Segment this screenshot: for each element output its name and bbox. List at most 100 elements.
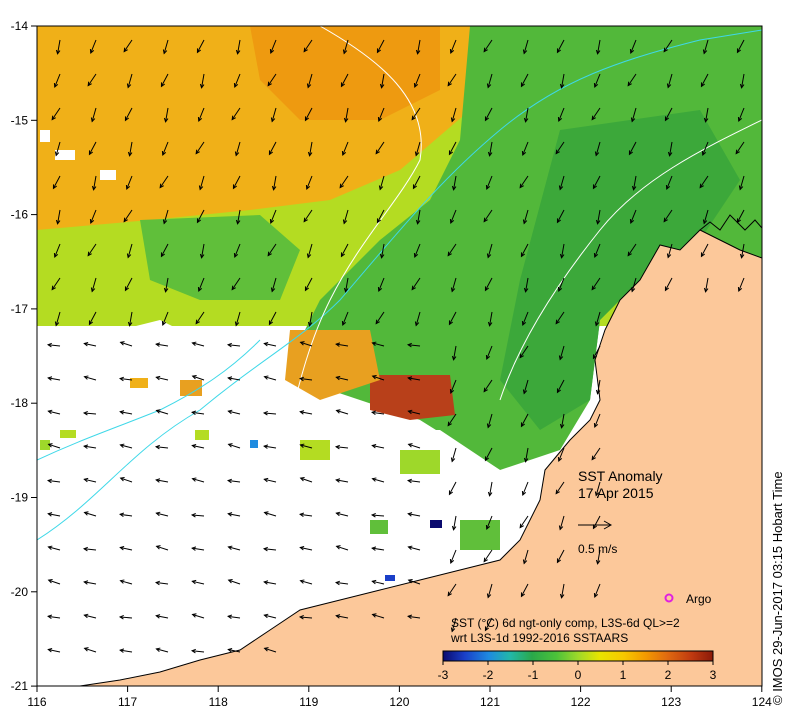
current-vector-head — [485, 354, 491, 361]
current-vector-head — [126, 253, 132, 259]
current-vector-head — [485, 184, 491, 191]
current-vector — [447, 583, 457, 596]
current-vector — [489, 141, 493, 156]
current-vector-head — [191, 410, 197, 416]
current-vector-head — [87, 81, 92, 87]
y-tick-label: -17 — [11, 302, 29, 316]
current-vector — [123, 209, 133, 222]
current-vector — [483, 209, 493, 222]
current-vector-head — [263, 511, 269, 516]
current-vector-head — [199, 83, 205, 89]
current-vector-head — [226, 342, 232, 348]
current-vector-head — [234, 151, 240, 157]
current-vector-head — [83, 580, 89, 585]
current-vector-head — [406, 342, 412, 348]
current-vector — [739, 175, 745, 190]
current-vector — [664, 277, 673, 291]
current-vector-head — [451, 525, 457, 531]
current-vector-head — [594, 151, 600, 157]
current-vector-head — [163, 117, 169, 123]
current-vector-head — [371, 341, 377, 346]
current-vector — [379, 175, 385, 190]
current-vector — [55, 311, 61, 326]
map-title-line1: SST Anomaly — [578, 468, 663, 484]
current-vector-head — [486, 83, 492, 89]
current-vector-head — [627, 251, 632, 257]
current-vector-head — [299, 477, 305, 482]
current-vector — [411, 277, 421, 290]
current-vector-head — [483, 217, 488, 223]
current-vector-head — [335, 375, 341, 381]
current-vector-head — [119, 579, 125, 584]
current-vector-head — [407, 409, 413, 415]
current-vector — [556, 39, 565, 53]
current-vector — [342, 311, 349, 326]
current-vector-head — [191, 341, 197, 346]
green-patch-west — [140, 215, 300, 300]
current-vector-head — [407, 545, 413, 550]
current-vector — [192, 650, 205, 653]
current-vector-head — [450, 117, 456, 123]
current-vector — [192, 514, 205, 517]
y-tick-label: -21 — [11, 679, 29, 693]
current-vector-head — [127, 321, 133, 327]
current-vector-head — [263, 647, 269, 652]
current-vector — [408, 377, 421, 381]
current-vector — [84, 512, 97, 517]
current-vector — [48, 443, 61, 449]
current-vector — [447, 413, 457, 426]
x-tick-label: 123 — [661, 695, 681, 709]
current-vector — [88, 141, 97, 155]
current-vector-head — [123, 47, 128, 53]
current-vector-head — [335, 614, 341, 619]
current-vector-head — [558, 355, 564, 361]
current-vector-head — [46, 342, 52, 348]
current-vector-head — [119, 512, 125, 518]
current-vector — [120, 616, 133, 619]
current-vector-head — [155, 511, 161, 517]
current-vector — [372, 411, 385, 415]
current-vector — [300, 444, 313, 449]
current-vector-head — [663, 217, 668, 223]
current-vector-head — [231, 285, 236, 291]
current-vector-head — [593, 422, 599, 429]
current-vector — [381, 73, 385, 88]
current-vector-head — [159, 183, 164, 189]
current-vector-head — [51, 285, 56, 291]
y-tick-label: -19 — [11, 491, 29, 505]
current-vector — [558, 107, 565, 122]
x-tick-label: 119 — [299, 695, 318, 709]
current-vector — [304, 107, 313, 121]
current-vector-head — [191, 546, 197, 551]
colorbar-gradient — [442, 650, 714, 662]
map-title-line2: 17 Apr 2015 — [578, 485, 654, 501]
current-vector — [519, 175, 529, 188]
current-vector — [48, 480, 61, 483]
current-vector — [345, 107, 349, 122]
current-vector-head — [191, 579, 197, 585]
current-vector-head — [522, 559, 528, 565]
current-vector — [120, 649, 133, 653]
current-vector — [87, 73, 97, 86]
x-tick-label: 124 — [752, 695, 772, 709]
current-vector — [300, 547, 313, 551]
current-vector-head — [263, 444, 269, 449]
current-vectors — [46, 39, 745, 654]
current-vector — [523, 209, 529, 224]
current-vector-head — [83, 511, 89, 516]
current-vector-head — [161, 150, 167, 157]
current-vector — [264, 478, 277, 483]
current-vector — [228, 513, 241, 517]
current-vector — [336, 479, 349, 483]
credit-label: © IMOS 29-Jun-2017 03:15 Hobart Time — [770, 471, 785, 705]
current-vector-head — [227, 579, 233, 584]
current-vector — [555, 311, 565, 324]
y-axis: -14 -15 -16 -17 -18 -19 -20 -21 — [11, 19, 37, 693]
current-vector-head — [521, 320, 527, 327]
current-vector-head — [487, 491, 493, 497]
current-vector-head — [407, 512, 413, 517]
current-vector-head — [629, 48, 635, 55]
current-vector-head — [371, 546, 377, 551]
current-vector-head — [627, 81, 632, 87]
current-vector — [378, 277, 385, 292]
